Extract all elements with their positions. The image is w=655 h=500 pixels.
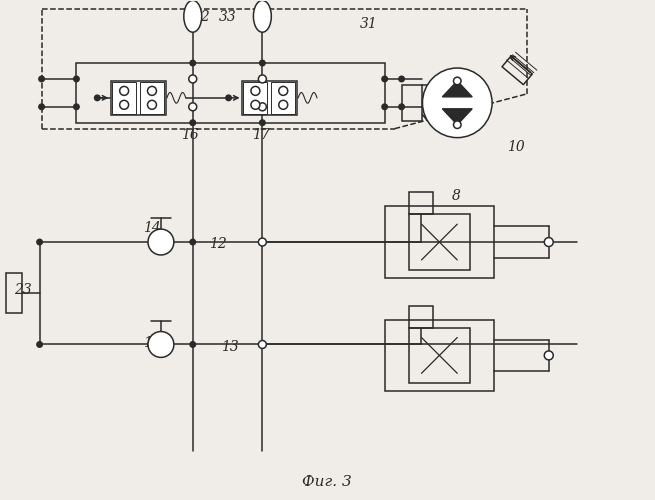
Circle shape	[148, 229, 174, 255]
Circle shape	[258, 238, 267, 246]
Circle shape	[94, 95, 100, 100]
Bar	[112, 82, 136, 114]
Circle shape	[190, 342, 196, 347]
Circle shape	[190, 240, 196, 245]
Circle shape	[37, 342, 43, 347]
Circle shape	[189, 103, 196, 111]
Circle shape	[147, 86, 157, 96]
Circle shape	[259, 60, 265, 66]
Bar	[244, 82, 267, 114]
Circle shape	[544, 351, 553, 360]
Circle shape	[259, 120, 265, 126]
Text: 10: 10	[507, 140, 525, 153]
Ellipse shape	[253, 0, 271, 32]
Bar	[242, 81, 297, 115]
Circle shape	[259, 342, 265, 347]
Bar	[402, 85, 422, 120]
Bar	[111, 81, 166, 115]
Circle shape	[190, 60, 196, 66]
Circle shape	[120, 86, 128, 96]
Bar	[384, 206, 494, 278]
Text: 23: 23	[14, 283, 31, 297]
Polygon shape	[442, 109, 472, 124]
Text: 14: 14	[143, 221, 160, 235]
Circle shape	[120, 100, 128, 110]
Circle shape	[399, 76, 404, 82]
Bar	[6, 274, 22, 313]
Text: 17: 17	[252, 128, 270, 141]
Circle shape	[73, 76, 79, 82]
Circle shape	[147, 100, 157, 110]
Bar	[271, 82, 295, 114]
Circle shape	[39, 76, 45, 82]
Ellipse shape	[184, 0, 202, 32]
Bar	[409, 306, 434, 328]
Circle shape	[251, 100, 260, 110]
Circle shape	[453, 77, 461, 84]
Circle shape	[258, 75, 267, 83]
Text: 12: 12	[209, 237, 227, 251]
Text: 13: 13	[221, 340, 238, 354]
Circle shape	[382, 76, 388, 82]
Circle shape	[148, 332, 174, 357]
Circle shape	[259, 240, 265, 245]
Circle shape	[382, 104, 388, 110]
Bar	[409, 214, 470, 270]
Circle shape	[251, 86, 260, 96]
Text: Фиг. 3: Фиг. 3	[302, 474, 352, 488]
Circle shape	[279, 100, 288, 110]
Text: 31: 31	[360, 17, 377, 31]
Circle shape	[258, 340, 267, 348]
Bar	[384, 320, 494, 391]
Circle shape	[190, 120, 196, 126]
Text: 16: 16	[181, 128, 198, 141]
Bar	[409, 192, 434, 214]
Circle shape	[544, 238, 553, 246]
Circle shape	[258, 103, 267, 111]
Circle shape	[37, 240, 43, 245]
Text: 33: 33	[219, 10, 236, 24]
Circle shape	[189, 75, 196, 83]
Bar	[77, 63, 384, 122]
Circle shape	[73, 104, 79, 110]
Bar	[409, 328, 470, 384]
Circle shape	[399, 104, 404, 110]
Circle shape	[39, 104, 45, 110]
Circle shape	[422, 68, 492, 138]
Text: 32: 32	[193, 10, 210, 24]
Text: 8: 8	[451, 190, 460, 203]
Text: 15: 15	[143, 336, 160, 350]
Circle shape	[226, 95, 231, 100]
Circle shape	[279, 86, 288, 96]
Bar	[140, 82, 164, 114]
Polygon shape	[442, 81, 472, 97]
Circle shape	[453, 121, 461, 128]
